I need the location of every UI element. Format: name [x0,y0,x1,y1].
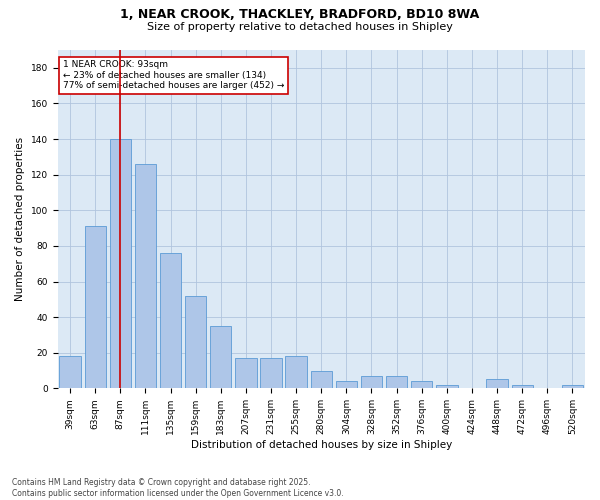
Bar [135,164,156,388]
Bar [512,385,533,388]
Bar [59,356,81,388]
X-axis label: Distribution of detached houses by size in Shipley: Distribution of detached houses by size … [191,440,452,450]
Bar [286,356,307,388]
Bar [386,376,407,388]
Bar [436,385,458,388]
Bar [311,370,332,388]
Bar [210,326,232,388]
Bar [361,376,382,388]
Bar [85,226,106,388]
Bar [185,296,206,388]
Bar [235,358,257,388]
Bar [411,381,433,388]
Bar [110,139,131,388]
Text: 1 NEAR CROOK: 93sqm
← 23% of detached houses are smaller (134)
77% of semi-detac: 1 NEAR CROOK: 93sqm ← 23% of detached ho… [63,60,284,90]
Bar [487,380,508,388]
Bar [562,385,583,388]
Bar [260,358,282,388]
Text: Contains HM Land Registry data © Crown copyright and database right 2025.
Contai: Contains HM Land Registry data © Crown c… [12,478,344,498]
Bar [336,381,357,388]
Y-axis label: Number of detached properties: Number of detached properties [15,137,25,301]
Text: Size of property relative to detached houses in Shipley: Size of property relative to detached ho… [147,22,453,32]
Bar [160,253,181,388]
Text: 1, NEAR CROOK, THACKLEY, BRADFORD, BD10 8WA: 1, NEAR CROOK, THACKLEY, BRADFORD, BD10 … [121,8,479,20]
